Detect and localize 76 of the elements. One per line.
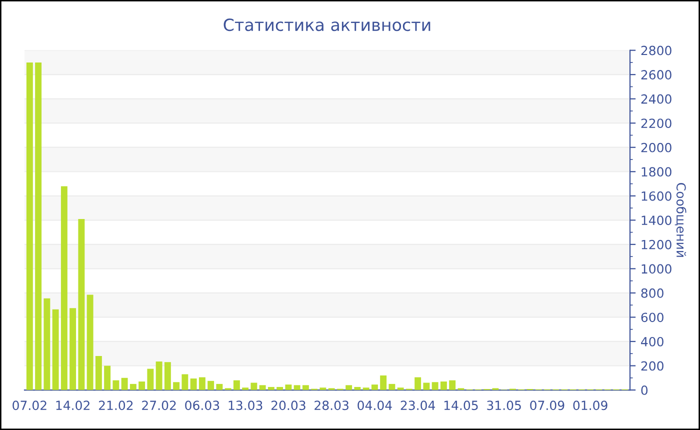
y-tick-label: 1200 bbox=[642, 240, 672, 250]
bar bbox=[414, 377, 422, 390]
y-tick-label: 200 bbox=[641, 361, 664, 371]
bar bbox=[276, 386, 284, 390]
bar bbox=[423, 382, 430, 390]
bar bbox=[86, 294, 94, 390]
bar bbox=[78, 218, 85, 390]
bar bbox=[233, 380, 240, 390]
y-tick-label: 2000 bbox=[641, 142, 672, 152]
bar bbox=[268, 386, 274, 390]
bar bbox=[294, 385, 300, 390]
bar bbox=[302, 385, 309, 390]
x-tick-label: 07.09 bbox=[530, 400, 564, 410]
y-tick-label: 2200 bbox=[641, 118, 672, 128]
bar bbox=[52, 309, 59, 390]
bar bbox=[104, 366, 111, 390]
y-tick-label: 800 bbox=[641, 288, 664, 298]
x-tick-label: 01.09 bbox=[573, 400, 608, 410]
y-tick-label: 2400 bbox=[641, 94, 672, 104]
bar bbox=[95, 356, 102, 390]
y-tick-label: 1400 bbox=[642, 216, 672, 226]
bar bbox=[346, 385, 352, 390]
y-tick-label: 1000 bbox=[642, 264, 672, 274]
x-tick-label: 21.02 bbox=[98, 400, 133, 410]
x-tick-label: 20.03 bbox=[271, 400, 306, 410]
bar bbox=[449, 380, 456, 390]
bar bbox=[259, 385, 266, 390]
y-tick-label: 400 bbox=[641, 336, 664, 346]
bar bbox=[397, 388, 404, 390]
y-axis-title: Сообщений bbox=[674, 183, 686, 257]
bar bbox=[216, 384, 223, 390]
y-tick-label: 1600 bbox=[642, 191, 672, 201]
bar bbox=[138, 382, 146, 390]
y-tick-label: 2800 bbox=[641, 46, 672, 56]
bar bbox=[156, 362, 162, 390]
bar bbox=[198, 377, 206, 390]
bar bbox=[60, 186, 68, 390]
bar bbox=[242, 388, 249, 390]
bar bbox=[112, 380, 120, 390]
bar bbox=[432, 382, 438, 390]
y-tick-label: 0 bbox=[641, 385, 648, 395]
bar bbox=[354, 386, 361, 390]
bar bbox=[320, 388, 326, 390]
bar bbox=[440, 382, 447, 390]
bar bbox=[190, 378, 197, 390]
bar bbox=[121, 378, 128, 390]
bar bbox=[285, 384, 292, 390]
x-tick-label: 14.02 bbox=[56, 400, 90, 410]
bar bbox=[147, 368, 154, 390]
bar bbox=[26, 62, 33, 390]
y-tick-label: 1800 bbox=[642, 167, 672, 177]
x-tick-label: 27.02 bbox=[142, 400, 176, 410]
bar bbox=[250, 382, 258, 390]
chart-title: Статистика активности bbox=[224, 18, 430, 32]
bar bbox=[208, 380, 214, 390]
bar bbox=[164, 362, 171, 390]
bar bbox=[44, 298, 50, 390]
bar bbox=[380, 375, 387, 390]
x-tick-label: 13.03 bbox=[228, 400, 262, 410]
bar bbox=[173, 382, 180, 390]
bar bbox=[388, 384, 396, 390]
bar bbox=[70, 308, 76, 390]
bar bbox=[130, 384, 136, 390]
bar bbox=[371, 384, 378, 390]
y-tick-label: 2600 bbox=[641, 70, 672, 80]
bar bbox=[362, 388, 370, 390]
x-tick-label: 31.05 bbox=[487, 400, 521, 410]
x-tick-label: 06.03 bbox=[185, 400, 220, 410]
bar bbox=[35, 62, 42, 390]
x-tick-label: 14.05 bbox=[444, 400, 478, 410]
x-tick-label: 04.04 bbox=[358, 400, 392, 410]
y-tick-label: 600 bbox=[641, 312, 664, 322]
x-tick-label: 23.04 bbox=[400, 400, 436, 410]
x-tick-label: 07.02 bbox=[12, 400, 46, 410]
bar bbox=[182, 374, 188, 390]
x-tick-label: 28.03 bbox=[314, 400, 348, 410]
